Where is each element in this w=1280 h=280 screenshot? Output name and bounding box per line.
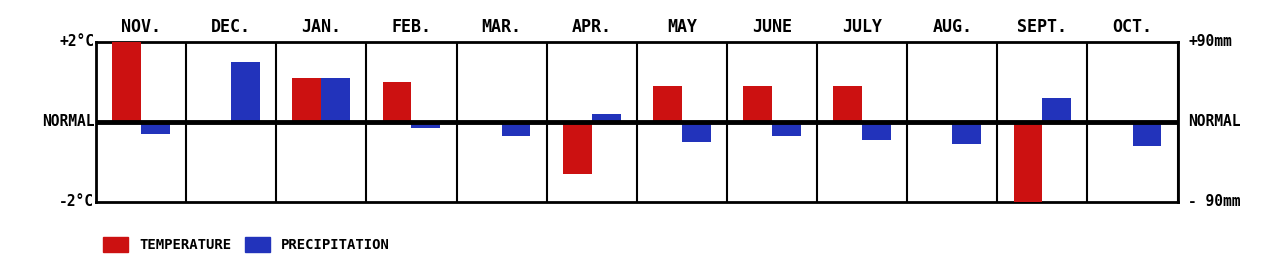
Text: +90mm: +90mm <box>1188 34 1233 50</box>
Text: +2°C: +2°C <box>59 34 95 50</box>
Bar <box>502 122 530 136</box>
Bar <box>141 122 170 134</box>
Bar <box>833 86 863 122</box>
Text: SEPT.: SEPT. <box>1018 18 1068 36</box>
Bar <box>744 86 772 122</box>
Bar <box>772 122 801 136</box>
Text: MAR.: MAR. <box>481 18 522 36</box>
Text: FEB.: FEB. <box>392 18 431 36</box>
Bar <box>232 62 260 122</box>
Bar <box>1014 122 1042 202</box>
Bar <box>563 122 591 174</box>
Bar <box>383 82 411 122</box>
Bar <box>321 78 351 122</box>
Text: APR.: APR. <box>572 18 612 36</box>
Bar <box>411 122 440 128</box>
Text: JUNE: JUNE <box>753 18 792 36</box>
Text: - 90mm: - 90mm <box>1188 194 1240 209</box>
Bar <box>863 122 891 140</box>
Bar <box>113 42 141 122</box>
Bar <box>1133 122 1161 146</box>
Text: JAN.: JAN. <box>301 18 342 36</box>
Text: -2°C: -2°C <box>59 194 95 209</box>
Text: NOV.: NOV. <box>122 18 161 36</box>
Bar <box>293 78 321 122</box>
Text: MAY: MAY <box>667 18 696 36</box>
Text: DEC.: DEC. <box>211 18 251 36</box>
Legend: TEMPERATURE, PRECIPITATION: TEMPERATURE, PRECIPITATION <box>102 237 390 252</box>
Bar <box>653 86 682 122</box>
Text: AUG.: AUG. <box>932 18 973 36</box>
Bar <box>682 122 710 142</box>
Bar <box>1042 98 1071 122</box>
Text: OCT.: OCT. <box>1112 18 1152 36</box>
Bar <box>952 122 980 144</box>
Text: NORMAL: NORMAL <box>1188 114 1240 129</box>
Bar <box>591 114 621 122</box>
Text: NORMAL: NORMAL <box>42 114 95 129</box>
Text: JULY: JULY <box>842 18 882 36</box>
